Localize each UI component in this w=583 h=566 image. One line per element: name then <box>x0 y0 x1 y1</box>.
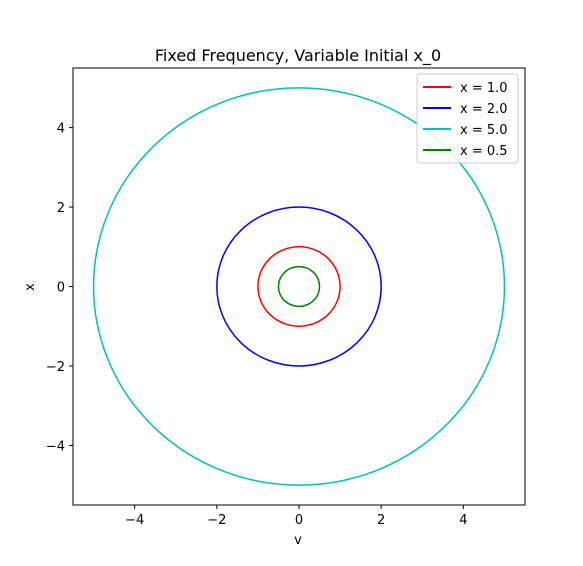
y-tick-label: −4 <box>46 439 65 454</box>
x-tick-label: 2 <box>377 513 385 528</box>
chart-title: Fixed Frequency, Variable Initial x_0 <box>155 46 441 66</box>
y-axis-ticks: −4 −2 0 2 4 <box>46 122 73 454</box>
y-tick-label: −2 <box>46 360 65 375</box>
series-orbit-x-0-5 <box>277 265 321 308</box>
legend-label-x-0-5: x = 0.5 <box>460 144 508 159</box>
x-axis-ticks: −4 −2 0 2 4 <box>125 505 468 528</box>
legend-label-x-5-0: x = 5.0 <box>460 123 508 138</box>
series-orbit-x-2-0 <box>216 206 382 367</box>
series-orbit-x-1-0 <box>257 246 341 327</box>
series-orbit-x-5-0 <box>92 87 506 486</box>
legend-label-x-2-0: x = 2.0 <box>460 102 508 117</box>
series-layer <box>92 87 506 486</box>
x-tick-label: 4 <box>459 513 467 528</box>
y-axis-label: x <box>23 283 38 291</box>
y-tick-label: 4 <box>57 122 65 137</box>
x-tick-label: −2 <box>207 513 226 528</box>
legend-box <box>416 73 519 164</box>
x-axis-label: v <box>294 533 302 548</box>
x-tick-label: 0 <box>295 513 303 528</box>
legend-label-x-1-0: x = 1.0 <box>460 81 508 96</box>
y-tick-label: 2 <box>57 201 65 216</box>
legend: x = 1.0 x = 2.0 x = 5.0 x = 0.5 <box>416 73 519 164</box>
y-tick-label: 0 <box>57 281 65 296</box>
x-tick-label: −4 <box>125 513 144 528</box>
